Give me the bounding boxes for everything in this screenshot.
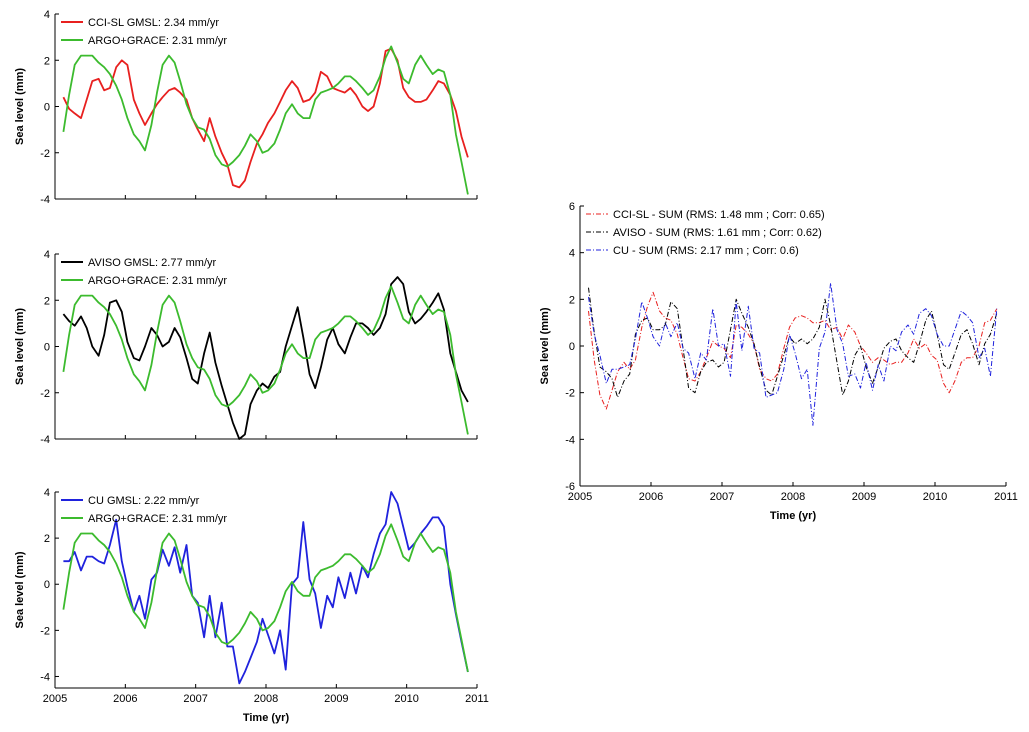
y-tick-label: 4 [44,249,50,261]
x-tick-label: 2005 [568,491,592,503]
legend-entry: AVISO GMSL: 2.77 mm/yr [88,257,216,269]
y-axis-label: Sea level (mm) [14,308,26,385]
y-tick-label: -4 [565,434,575,446]
y-axis-label: Sea level (mm) [14,68,26,145]
y-tick-label: 4 [44,9,50,21]
y-tick-label: -4 [40,434,50,446]
x-tick-label: 2005 [43,693,67,705]
y-axis-label: Sea level (mm) [539,307,551,384]
x-tick-label: 2006 [113,693,137,705]
x-axis-label: Time (yr) [243,712,290,724]
x-tick-label: 2011 [465,693,489,705]
legend-entry: ARGO+GRACE: 2.31 mm/yr [88,275,227,287]
x-tick-label: 2008 [781,491,805,503]
legend-entry: CU GMSL: 2.22 mm/yr [88,495,200,507]
y-tick-label: -4 [40,671,50,683]
legend-entry: ARGO+GRACE: 2.31 mm/yr [88,513,227,525]
legend-entry: CCI-SL GMSL: 2.34 mm/yr [88,17,219,29]
series-line-0 [62,276,469,440]
x-tick-label: 2008 [254,693,278,705]
x-tick-label: 2010 [923,491,947,503]
x-axis-label: Time (yr) [770,510,817,522]
series-line-0 [588,291,998,410]
y-tick-label: -2 [40,388,50,400]
y-tick-label: 2 [44,295,50,307]
y-tick-label: -2 [565,388,575,400]
panel-cci-sl-gmsl: -4 -2 0 2 4 Sea level (mm) CCI-SL GMSL: 2.34 m… [14,9,478,206]
legend-entry: AVISO - SUM (RMS: 1.61 mm ; Corr: 0.62) [613,227,822,239]
x-tick-label: 2010 [394,693,418,705]
y-tick-label: 4 [44,487,50,499]
y-tick-label: 2 [44,533,50,545]
x-tick-label: 2011 [994,491,1018,503]
panel-aviso-gmsl: -4 -2 0 2 4 Sea level (mm) AVISO GMSL: 2.77 mm… [14,249,478,446]
y-tick-label: 0 [569,341,575,353]
y-tick-label: 0 [44,579,50,591]
series-line-0 [63,491,469,685]
legend-entry: CU - SUM (RMS: 2.17 mm ; Corr: 0.6) [613,245,799,257]
series-line-1 [62,285,469,435]
y-tick-label: 2 [44,55,50,67]
x-tick-label: 2007 [183,693,207,705]
y-tick-label: 4 [569,248,575,260]
y-tick-label: 6 [569,201,575,213]
y-tick-label: -2 [40,148,50,160]
y-tick-label: 2 [569,294,575,306]
y-axis-label: Sea level (mm) [14,551,26,628]
x-tick-label: 2006 [639,491,663,503]
panel-differences-minus-sum: -6 -4 -2 0 2 4 6 2005 2006 2007 2008 2009 2010 2011 Se… [539,201,1018,522]
x-tick-label: 2007 [710,491,734,503]
series-line-1 [588,287,998,398]
series-line-2 [588,282,998,426]
legend-entry: ARGO+GRACE: 2.31 mm/yr [88,35,227,47]
y-tick-label: 0 [44,342,50,354]
y-tick-label: -2 [40,625,50,637]
legend-entry: CCI-SL - SUM (RMS: 1.48 mm ; Corr: 0.65) [613,209,825,221]
y-tick-label: -6 [565,481,575,493]
panel-cu-gmsl: -4 -2 0 2 4 2005 2006 2007 2008 2009 2010 2011 Sea l… [14,487,489,724]
series-line-1 [62,45,469,195]
y-tick-label: 0 [44,102,50,114]
y-tick-label: -4 [40,194,50,206]
x-tick-label: 2009 [324,693,348,705]
x-tick-label: 2009 [852,491,876,503]
series-line-0 [62,47,469,189]
series-line-1 [62,523,469,673]
